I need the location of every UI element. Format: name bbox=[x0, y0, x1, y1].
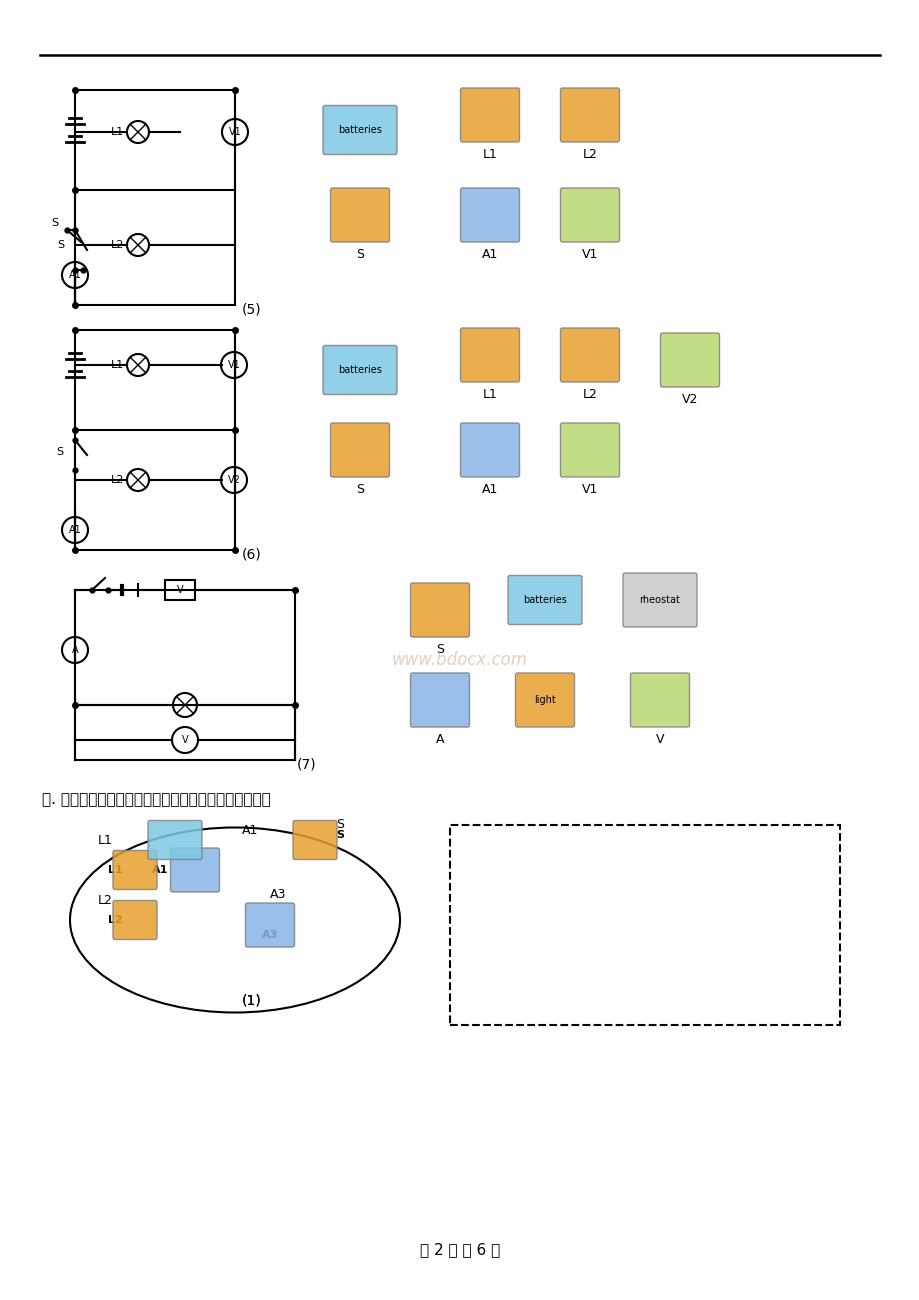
Text: V2: V2 bbox=[681, 393, 698, 406]
Text: A1: A1 bbox=[482, 484, 498, 497]
FancyBboxPatch shape bbox=[170, 848, 220, 892]
Text: rheostat: rheostat bbox=[639, 595, 680, 604]
Text: L1: L1 bbox=[482, 387, 497, 400]
Text: (5): (5) bbox=[242, 303, 261, 317]
FancyBboxPatch shape bbox=[560, 188, 618, 242]
Text: A1: A1 bbox=[69, 270, 81, 280]
Text: S: S bbox=[51, 218, 59, 227]
FancyBboxPatch shape bbox=[460, 188, 519, 242]
FancyBboxPatch shape bbox=[630, 673, 688, 727]
FancyBboxPatch shape bbox=[292, 820, 336, 859]
Text: S: S bbox=[56, 447, 63, 458]
FancyBboxPatch shape bbox=[323, 105, 397, 155]
FancyBboxPatch shape bbox=[410, 582, 469, 637]
Text: 二. 根据所给出的实物图，在右边虚线框中画出电路图。: 二. 根据所给出的实物图，在右边虚线框中画出电路图。 bbox=[42, 793, 270, 807]
FancyBboxPatch shape bbox=[507, 576, 582, 624]
Text: V1: V1 bbox=[227, 360, 240, 370]
Text: V2: V2 bbox=[227, 474, 240, 485]
FancyBboxPatch shape bbox=[330, 422, 389, 477]
Text: L1: L1 bbox=[482, 148, 497, 161]
Text: V1: V1 bbox=[229, 127, 241, 136]
FancyBboxPatch shape bbox=[148, 820, 202, 859]
Text: L1: L1 bbox=[111, 360, 124, 370]
Text: A3: A3 bbox=[262, 930, 278, 940]
Text: L1: L1 bbox=[108, 864, 122, 875]
Text: L2: L2 bbox=[582, 387, 596, 400]
FancyBboxPatch shape bbox=[460, 422, 519, 477]
FancyBboxPatch shape bbox=[560, 422, 618, 477]
FancyBboxPatch shape bbox=[660, 333, 719, 387]
Text: L1: L1 bbox=[97, 833, 112, 846]
Text: L2: L2 bbox=[111, 240, 125, 250]
Text: L2: L2 bbox=[111, 474, 125, 485]
FancyBboxPatch shape bbox=[460, 328, 519, 382]
FancyBboxPatch shape bbox=[410, 673, 469, 727]
Text: A1: A1 bbox=[152, 864, 168, 875]
Text: A1: A1 bbox=[482, 248, 498, 261]
Text: S: S bbox=[57, 240, 64, 250]
FancyBboxPatch shape bbox=[113, 850, 157, 889]
Text: light: light bbox=[534, 696, 555, 705]
Text: S: S bbox=[335, 829, 344, 840]
Text: V1: V1 bbox=[581, 248, 597, 261]
FancyBboxPatch shape bbox=[460, 88, 519, 142]
Text: 第 2 页 共 6 页: 第 2 页 共 6 页 bbox=[419, 1243, 500, 1257]
Text: (7): (7) bbox=[297, 758, 316, 772]
Text: (1): (1) bbox=[242, 993, 262, 1008]
FancyBboxPatch shape bbox=[560, 88, 618, 142]
Text: V: V bbox=[181, 734, 188, 745]
Text: A: A bbox=[436, 733, 444, 746]
Text: S: S bbox=[436, 644, 444, 656]
Text: (1): (1) bbox=[242, 993, 262, 1008]
Text: S: S bbox=[356, 248, 364, 261]
Text: batteries: batteries bbox=[337, 365, 381, 374]
Text: batteries: batteries bbox=[523, 595, 566, 604]
Text: L2: L2 bbox=[582, 148, 596, 161]
FancyBboxPatch shape bbox=[330, 188, 389, 242]
FancyBboxPatch shape bbox=[323, 346, 397, 394]
Text: A1: A1 bbox=[242, 823, 258, 836]
Text: S: S bbox=[356, 484, 364, 497]
Text: www.bdocx.com: www.bdocx.com bbox=[391, 651, 528, 670]
Text: V: V bbox=[176, 585, 183, 595]
FancyBboxPatch shape bbox=[560, 328, 618, 382]
Text: A3: A3 bbox=[269, 888, 286, 901]
FancyBboxPatch shape bbox=[622, 573, 697, 627]
Text: A1: A1 bbox=[69, 525, 81, 536]
Bar bbox=[449, 826, 839, 1024]
Text: (6): (6) bbox=[242, 549, 262, 562]
Text: A: A bbox=[72, 645, 78, 655]
Text: L1: L1 bbox=[111, 127, 124, 136]
FancyBboxPatch shape bbox=[245, 903, 294, 946]
Text: batteries: batteries bbox=[337, 125, 381, 135]
Text: V: V bbox=[655, 733, 664, 746]
Text: S: S bbox=[335, 819, 344, 832]
Text: V1: V1 bbox=[581, 484, 597, 497]
FancyBboxPatch shape bbox=[515, 673, 573, 727]
Text: L2: L2 bbox=[97, 893, 112, 906]
FancyBboxPatch shape bbox=[113, 901, 157, 940]
Text: L2: L2 bbox=[108, 915, 122, 926]
Bar bbox=[165, 580, 195, 601]
